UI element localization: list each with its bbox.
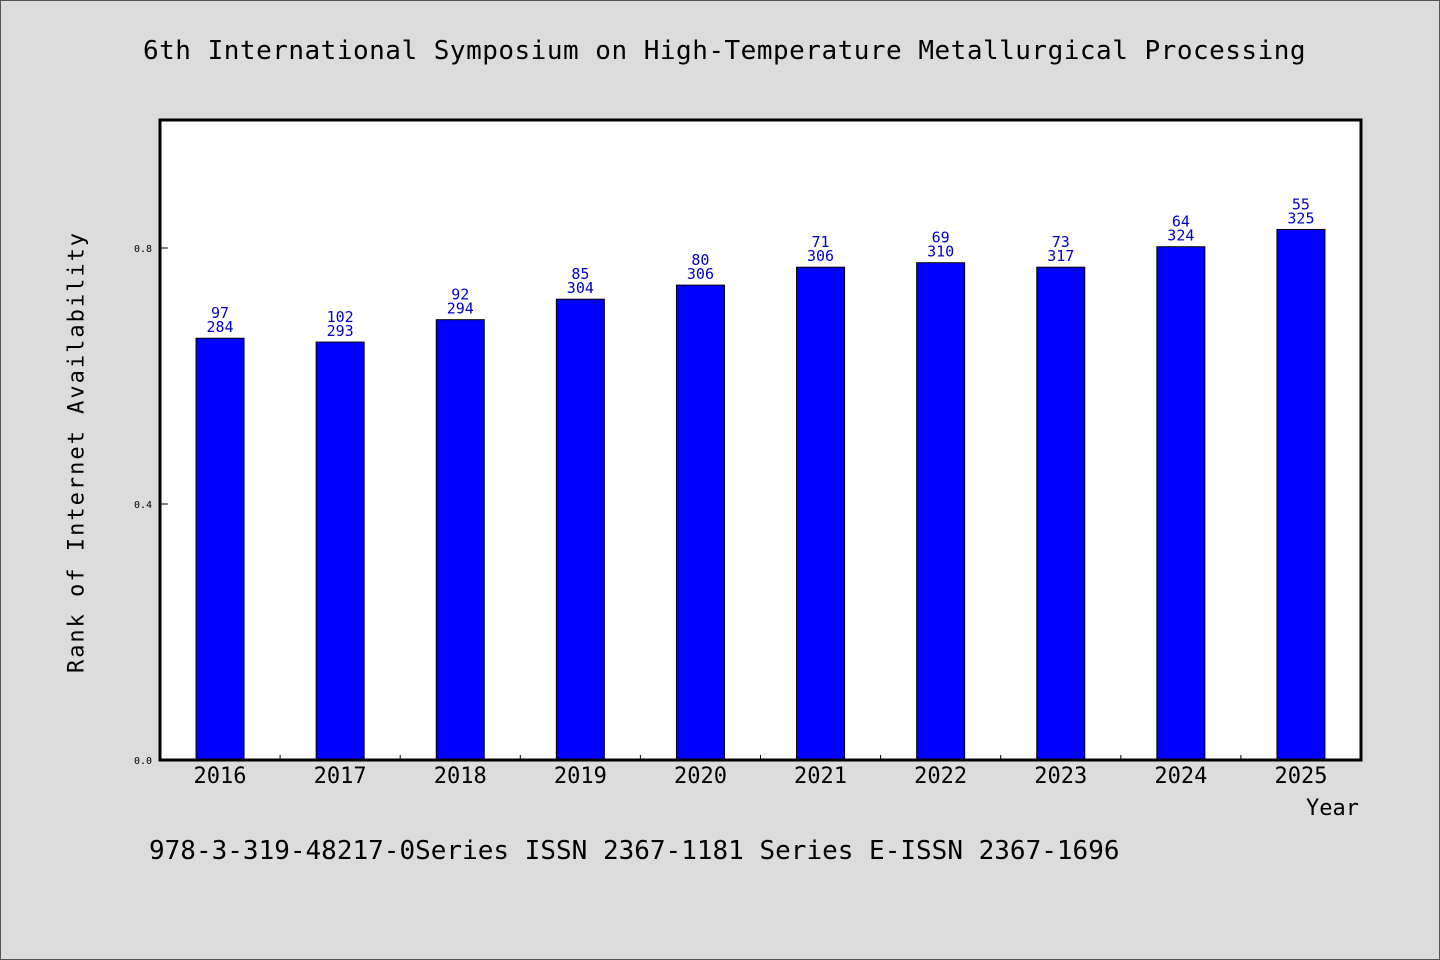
- bar-labels: 9728410229392294853048030671306693107331…: [207, 195, 1315, 340]
- category-labels: 2016 2017 2018 2019 2020 2021 2022 2023 2024 2025: [194, 764, 1328, 789]
- bar-label-top: 73: [1052, 233, 1070, 251]
- category-label: 2019: [554, 764, 607, 789]
- bar-label-bottom: 293: [327, 322, 354, 340]
- bar-label-top: 85: [571, 265, 589, 283]
- bar-label-bottom: 310: [927, 243, 954, 261]
- bar-label-bottom: 306: [807, 247, 834, 265]
- plot-frame: [158, 118, 1363, 762]
- bar-2021: [796, 266, 846, 761]
- bar-label-bottom: 304: [567, 279, 594, 297]
- category-label: 2018: [434, 764, 487, 789]
- bar-label-bottom: 317: [1047, 247, 1074, 265]
- bars: [195, 228, 1326, 761]
- bar-label-top: 92: [451, 286, 469, 304]
- bar-label-top: 102: [327, 308, 354, 326]
- bar-label-top: 64: [1172, 213, 1190, 231]
- bar-label-top: 71: [812, 233, 830, 251]
- bar-label-top: 69: [932, 229, 950, 247]
- bar-label-top: 97: [211, 304, 229, 322]
- x-axis-label: Year: [1306, 796, 1359, 821]
- bar-2025: [1276, 228, 1326, 761]
- category-label: 2022: [914, 764, 967, 789]
- bar-2019: [555, 298, 605, 761]
- bar-label-bottom: 284: [207, 318, 234, 336]
- bar-2023: [1036, 266, 1086, 761]
- chart-title: 6th International Symposium on High-Temp…: [143, 36, 1307, 66]
- bar-2022: [916, 262, 966, 761]
- category-label: 2020: [674, 764, 727, 789]
- footer-text: 978-3-319-48217-0Series ISSN 2367-1181 S…: [149, 836, 1120, 866]
- bar-label-top: 80: [691, 251, 709, 269]
- category-label: 2023: [1034, 764, 1087, 789]
- y-tick-label: 0.8: [134, 244, 152, 255]
- bar-label-top: 55: [1292, 195, 1310, 213]
- bar-2024: [1156, 246, 1206, 761]
- bar-label-bottom: 324: [1167, 227, 1194, 245]
- category-label: 2024: [1154, 764, 1207, 789]
- bar-label-bottom: 306: [687, 265, 714, 283]
- category-label: 2025: [1274, 764, 1327, 789]
- bar-2018: [435, 319, 485, 761]
- y-tick-label: 0.4: [134, 500, 152, 511]
- bar-2017: [315, 341, 365, 761]
- category-label: 2017: [314, 764, 367, 789]
- bar-2016: [195, 337, 245, 761]
- y-tick-label: 0.0: [134, 756, 152, 767]
- bar-label-bottom: 294: [447, 300, 474, 318]
- bar-label-bottom: 325: [1287, 209, 1314, 227]
- category-label: 2021: [794, 764, 847, 789]
- category-label: 2016: [194, 764, 247, 789]
- bar-2020: [675, 284, 725, 761]
